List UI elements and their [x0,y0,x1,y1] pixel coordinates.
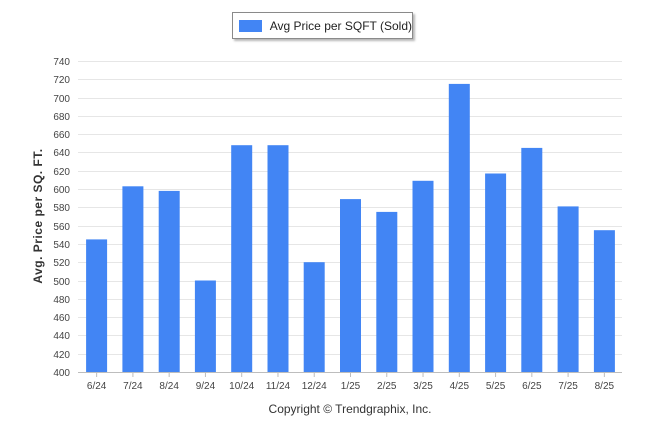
y-tick-label: 420 [53,350,70,361]
x-tick-label: 8/24 [159,381,179,392]
bar [122,186,144,372]
y-axis-label: Avg. Price per SQ. FT. [31,148,45,284]
copyright-text: Copyright © Trendgraphix, Inc. [268,402,432,416]
y-tick-label: 500 [53,277,70,288]
y-tick-label: 700 [53,94,70,105]
y-tick-label: 580 [53,203,70,214]
bar [593,230,615,372]
bar [303,262,325,372]
y-tick-label: 660 [53,130,70,141]
y-tick-label: 680 [53,112,70,123]
y-tick-label: 440 [53,331,70,342]
y-tick-label: 540 [53,240,70,251]
bar [194,280,216,372]
bar [158,190,180,372]
x-tick-label: 9/24 [196,381,216,392]
legend-label: Avg Price per SQFT (Sold) [269,18,412,33]
x-tick-label: 7/25 [558,381,578,392]
x-tick-label: 3/25 [413,381,433,392]
legend: Avg Price per SQFT (Sold) [232,12,413,39]
y-tick-label: 600 [53,185,70,196]
x-tick-label: 8/25 [595,381,615,392]
y-tick-label: 740 [53,57,70,68]
x-axis-ticks: 6/24 7/24 8/24 9/24 10/24 11/24 12/24 1/25 2/25 3… [87,381,615,392]
legend-swatch [239,19,262,32]
y-tick-label: 400 [53,368,70,379]
bar [86,239,108,372]
y-tick-label: 560 [53,222,70,233]
y-axis-ticks: 400 420 440 460 480 500 520 540 560 580 600 620 640 6… [53,57,70,379]
bar [521,147,543,372]
x-tick-label: 4/25 [450,381,470,392]
bar [557,206,579,372]
y-tick-label: 480 [53,295,70,306]
bar [412,180,434,372]
axes [78,372,622,377]
bar [376,211,398,372]
x-tick-label: 5/25 [486,381,506,392]
y-tick-label: 720 [53,75,70,86]
y-tick-label: 640 [53,148,70,159]
bar [448,83,470,373]
x-tick-label: 6/25 [522,381,542,392]
x-tick-label: 2/25 [377,381,397,392]
y-tick-label: 520 [53,258,70,269]
bar [231,145,253,372]
y-tick-label: 620 [53,167,70,178]
bar-series [86,83,615,373]
x-tick-label: 10/24 [229,381,254,392]
bar [485,173,507,372]
x-tick-label: 1/25 [341,381,361,392]
x-tick-label: 12/24 [302,381,327,392]
x-tick-label: 6/24 [87,381,107,392]
x-tick-label: 7/24 [123,381,143,392]
x-tick-label: 11/24 [266,381,291,392]
y-tick-label: 460 [53,313,70,324]
bar [340,199,361,372]
bar [267,145,289,372]
